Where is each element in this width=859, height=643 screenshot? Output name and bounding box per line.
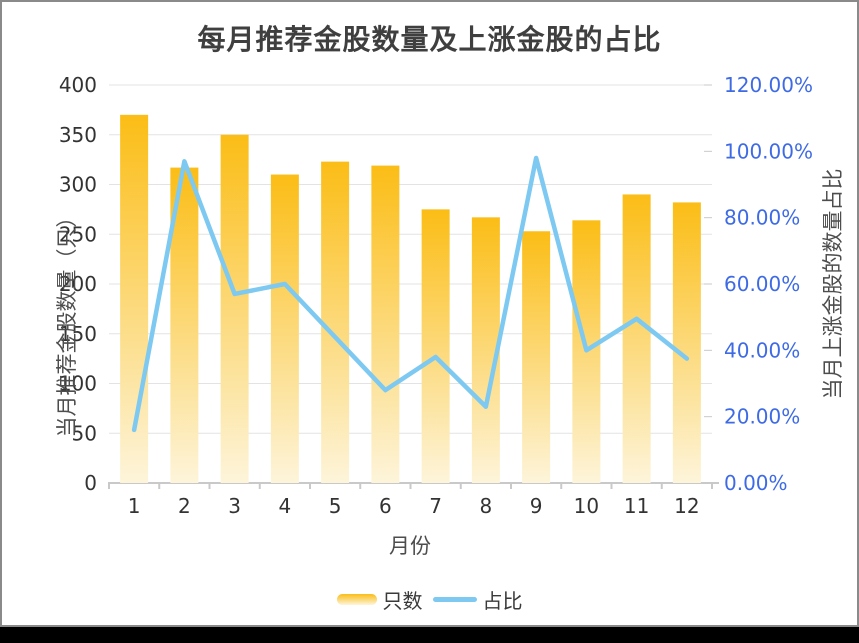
x-tick-label: 4 bbox=[279, 494, 292, 518]
x-axis-title: 月份 bbox=[389, 534, 431, 558]
bar-month-6[interactable] bbox=[371, 165, 400, 483]
bar-month-7[interactable] bbox=[421, 209, 450, 483]
y-axis-left-title: 当月推荐金股数量（只） bbox=[55, 206, 79, 438]
y-right-tick-label: 40.00% bbox=[724, 338, 800, 362]
y-right-tick-label: 20.00% bbox=[724, 405, 800, 429]
y-left-tick-label: 350 bbox=[59, 123, 97, 147]
y-left-tick-label: 300 bbox=[59, 173, 97, 197]
bar-month-4[interactable] bbox=[270, 174, 299, 484]
x-tick-label: 2 bbox=[178, 494, 191, 518]
x-tick-label: 1 bbox=[128, 494, 141, 518]
y-left-tick-label: 400 bbox=[59, 73, 97, 97]
plot-area-svg: 0 50 100 150 200 250 300 350 400 0.00% 20.00% 40.00… bbox=[59, 73, 813, 518]
x-tick-label: 8 bbox=[480, 494, 493, 518]
bar-month-9[interactable] bbox=[522, 231, 551, 483]
bar-series-swatch-icon bbox=[336, 593, 377, 605]
x-tick-label: 10 bbox=[574, 494, 599, 518]
bar-month-12[interactable] bbox=[672, 202, 701, 483]
legend-label-line: 占比 bbox=[482, 588, 523, 613]
bar-month-11[interactable] bbox=[622, 194, 651, 483]
x-tick-label: 9 bbox=[530, 494, 543, 518]
chart-title: 每月推荐金股数量及上涨金股的占比 bbox=[197, 23, 662, 56]
ratio-line[interactable] bbox=[131, 155, 690, 433]
y-right-tick-label: 80.00% bbox=[724, 206, 800, 230]
y-left-tick-label: 150 bbox=[59, 322, 97, 346]
legend-label-bar: 只数 bbox=[382, 588, 423, 613]
x-tick-label: 7 bbox=[429, 494, 442, 518]
y-left-tick-label: 200 bbox=[59, 272, 97, 296]
y-right-tick-label: 0.00% bbox=[724, 471, 788, 495]
bar-month-3[interactable] bbox=[220, 134, 249, 483]
y-axis-right-title: 当月上涨金股的数量占比 bbox=[821, 168, 845, 400]
y-right-tick-label: 100.00% bbox=[724, 139, 813, 163]
y-left-tick-label: 250 bbox=[59, 222, 97, 246]
y-right-tick-label: 120.00% bbox=[724, 73, 813, 97]
x-tick-label: 12 bbox=[674, 494, 699, 518]
legend: 只数 占比 bbox=[2, 585, 857, 614]
x-tick-label: 11 bbox=[624, 494, 649, 518]
bar-month-5[interactable] bbox=[321, 161, 350, 484]
y-left-tick-label: 0 bbox=[84, 471, 97, 495]
y-left-tick-label: 100 bbox=[59, 372, 97, 396]
line-series-swatch-icon bbox=[432, 596, 477, 602]
legend-item-bar-series[interactable]: 只数 bbox=[336, 585, 423, 614]
x-tick-label: 5 bbox=[329, 494, 342, 518]
chart-panel: 每月推荐金股数量及上涨金股的占比 0 50 100 150 200 250 300 350 40… bbox=[0, 0, 859, 627]
x-tick-label: 3 bbox=[228, 494, 241, 518]
legend-item-line-series[interactable]: 占比 bbox=[432, 585, 523, 614]
x-tick-label: 6 bbox=[379, 494, 392, 518]
y-left-tick-label: 50 bbox=[72, 421, 97, 445]
y-right-tick-label: 60.00% bbox=[724, 272, 800, 296]
